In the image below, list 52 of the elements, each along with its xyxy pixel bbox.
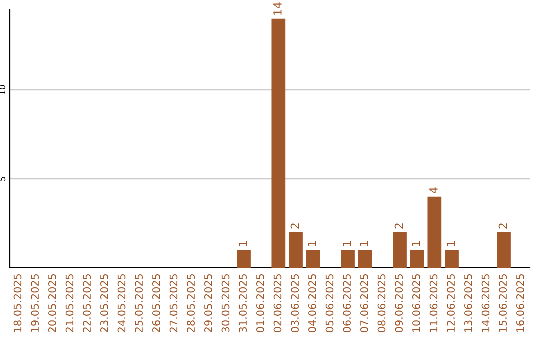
- x-tick-label: 13.06.2025: [464, 274, 472, 332]
- bar: [428, 196, 442, 268]
- x-tick-label: 14.06.2025: [482, 274, 490, 332]
- x-tick-label: 31.05.2025: [239, 274, 248, 332]
- x-tick-label: 03.06.2025: [291, 274, 300, 333]
- data-label: 2: [498, 224, 508, 229]
- x-tick-label: 29.05.2025: [204, 274, 212, 332]
- x-tick-label: 08.06.2025: [378, 274, 386, 333]
- x-tick-label: 15.06.2025: [499, 274, 508, 332]
- bar: [272, 18, 286, 268]
- x-tick-label: 26.05.2025: [152, 274, 160, 332]
- data-label: 14: [274, 2, 282, 15]
- x-tick-label: 06.06.2025: [343, 274, 352, 333]
- bar: [341, 250, 355, 268]
- x-tick-label: 02.06.2025: [274, 274, 282, 333]
- bar: [358, 250, 372, 268]
- x-tick-label: 23.05.2025: [100, 274, 108, 332]
- bar: [237, 250, 251, 268]
- bar: [393, 232, 407, 268]
- data-label: 1: [238, 241, 248, 246]
- x-tick-label: 12.06.2025: [447, 274, 456, 332]
- x-tick-label: 28.05.2025: [187, 274, 196, 332]
- x-tick-label: 27.05.2025: [170, 274, 178, 332]
- data-label: 1: [342, 241, 352, 246]
- data-label: 4: [430, 188, 438, 194]
- x-tick-label: 07.06.2025: [360, 274, 368, 333]
- x-tick-label: 19.05.2025: [31, 274, 40, 332]
- x-tick-label: 24.05.2025: [118, 274, 126, 332]
- bar: [289, 232, 303, 268]
- bar: [497, 232, 511, 268]
- x-tick-label: 09.06.2025: [395, 274, 404, 333]
- x-tick-label: 21.05.2025: [66, 274, 74, 332]
- x-tick-label: 05.06.2025: [326, 274, 334, 333]
- bar: [306, 250, 320, 268]
- bar: [410, 250, 424, 268]
- data-label: 1: [412, 241, 420, 246]
- x-tick-label: 20.05.2025: [48, 274, 56, 332]
- x-tick-label: 16.06.2025: [516, 274, 524, 332]
- x-tick-label: 25.05.2025: [135, 274, 144, 332]
- x-tick-label: 18.05.2025: [14, 274, 22, 332]
- x-tick-label: 01.06.2025: [256, 274, 264, 333]
- x-tick-label: 30.05.2025: [222, 274, 230, 332]
- data-label: 1: [360, 241, 368, 246]
- data-label: 1: [446, 241, 456, 246]
- x-tick-label: 04.06.2025: [308, 274, 316, 333]
- x-tick-label: 11.06.2025: [430, 274, 438, 332]
- x-tick-label: 22.05.2025: [83, 274, 92, 332]
- data-label: 2: [394, 224, 404, 229]
- bar: [445, 250, 459, 268]
- data-label: 1: [308, 241, 316, 246]
- x-tick-label: 10.06.2025: [412, 274, 420, 332]
- data-label: 2: [290, 224, 300, 229]
